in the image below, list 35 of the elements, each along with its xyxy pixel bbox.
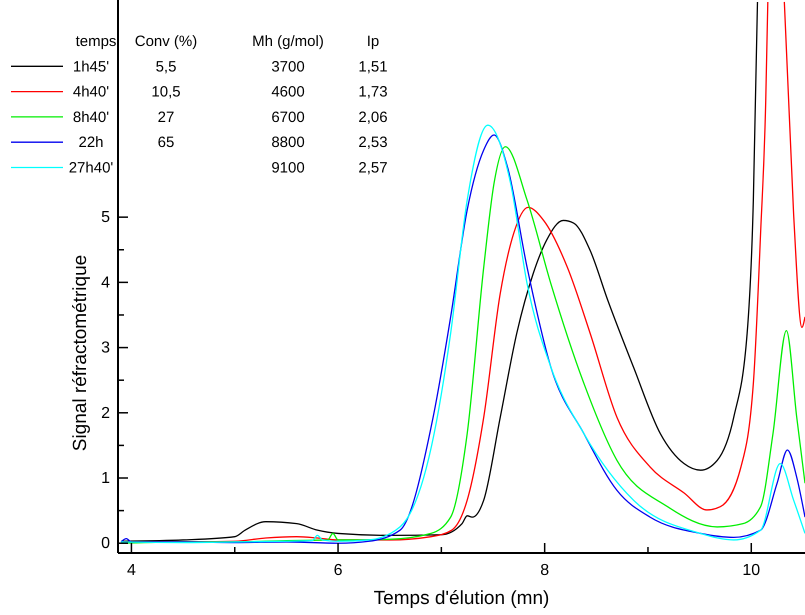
annotation: 8800 (271, 134, 305, 152)
annotation: 4600 (271, 84, 305, 101)
x-tick-label: 10 (742, 562, 760, 579)
legend-label: 27h40' (68, 160, 114, 176)
legend-label: 8h40' (72, 108, 110, 126)
annotation: 6700 (271, 108, 305, 126)
annotation: 1,51 (358, 58, 388, 76)
x-axis-title: Temps d'élution (mn) (374, 588, 550, 609)
x-tick-label: 4 (126, 562, 136, 579)
annotation: 65 (158, 134, 174, 152)
legend-label: 4h40' (72, 84, 110, 101)
legend-label: 22h (78, 134, 104, 152)
annotation: Mh (g/mol) (252, 33, 324, 50)
y-tick-label: 0 (101, 535, 110, 552)
legend-label: 1h45' (72, 58, 110, 76)
y-tick-label: 2 (101, 404, 110, 422)
annotation: Ip (366, 33, 380, 50)
annotation: 2,06 (358, 108, 388, 126)
annotation: 1,73 (358, 84, 388, 101)
annotation: 2,53 (358, 134, 388, 152)
annotation: Conv (%) (134, 33, 198, 50)
y-tick-label: 1 (101, 470, 110, 488)
annotation: 2,57 (358, 160, 388, 176)
annotation: 27 (158, 108, 174, 126)
annotation: 3700 (271, 58, 305, 76)
y-tick-label: 4 (101, 274, 110, 292)
annotation: 5,5 (156, 58, 176, 76)
y-tick-label: 3 (101, 340, 110, 357)
x-tick-label: 8 (540, 562, 550, 579)
y-tick-label: 5 (101, 209, 110, 226)
annotation: 9100 (271, 160, 305, 176)
x-tick-label: 6 (334, 562, 343, 579)
y-axis-title: Signal réfractométrique (70, 254, 91, 452)
annotation: 10,5 (151, 84, 181, 101)
legend-title: temps (76, 33, 116, 50)
